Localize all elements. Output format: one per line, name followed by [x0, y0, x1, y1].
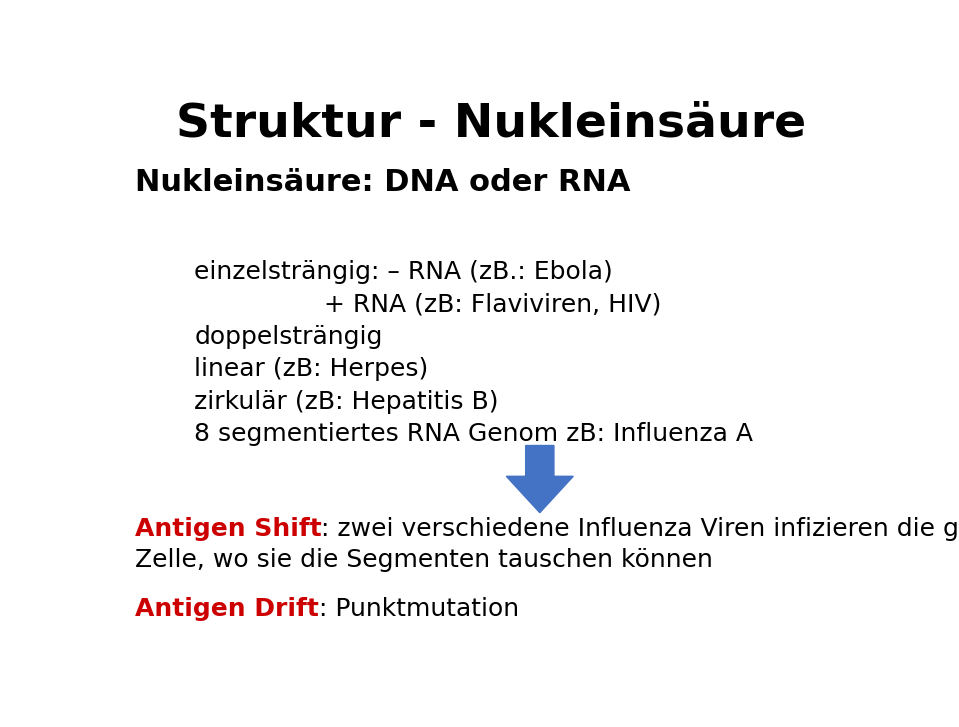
Text: linear (zB: Herpes): linear (zB: Herpes)	[194, 358, 429, 382]
Text: 8 segmentiertes RNA Genom zB: Influenza A: 8 segmentiertes RNA Genom zB: Influenza …	[194, 422, 753, 446]
Text: + RNA (zB: Flaviviren, HIV): + RNA (zB: Flaviviren, HIV)	[324, 292, 662, 316]
Text: Nukleinsäure: DNA oder RNA: Nukleinsäure: DNA oder RNA	[134, 168, 630, 197]
Text: doppelsträngig: doppelsträngig	[194, 325, 383, 349]
Text: Antigen Shift: Antigen Shift	[134, 518, 321, 542]
Text: : zwei verschiedene Influenza Viren infizieren die gleich: : zwei verschiedene Influenza Viren infi…	[321, 518, 959, 542]
Text: Antigen Drift: Antigen Drift	[134, 597, 318, 621]
Text: Struktur - Nukleinsäure: Struktur - Nukleinsäure	[176, 101, 807, 146]
Text: einzelsträngig: – RNA (zB.: Ebola): einzelsträngig: – RNA (zB.: Ebola)	[194, 260, 613, 284]
Text: : Punktmutation: : Punktmutation	[318, 597, 519, 621]
Text: zirkulär (zB: Hepatitis B): zirkulär (zB: Hepatitis B)	[194, 390, 499, 414]
Text: Zelle, wo sie die Segmenten tauschen können: Zelle, wo sie die Segmenten tauschen kön…	[134, 548, 713, 572]
Polygon shape	[506, 446, 573, 513]
